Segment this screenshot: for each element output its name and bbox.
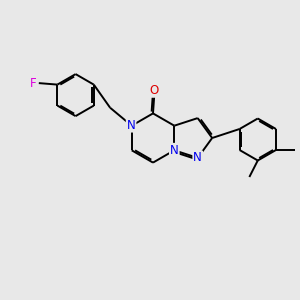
Text: N: N: [170, 144, 179, 157]
Text: F: F: [30, 76, 37, 90]
Text: N: N: [193, 152, 202, 164]
Text: N: N: [127, 118, 136, 132]
Text: O: O: [150, 84, 159, 97]
